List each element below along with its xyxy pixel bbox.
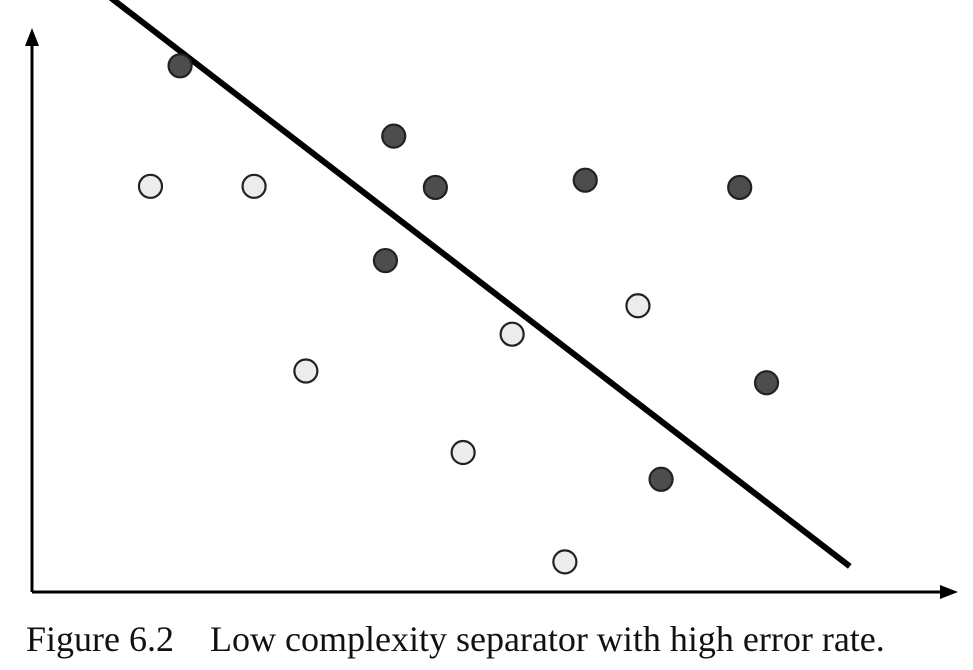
y-axis-arrow	[25, 28, 39, 46]
light-point	[137, 173, 164, 199]
dark-point	[167, 53, 193, 79]
separator-line-layer	[108, 0, 852, 569]
axes	[25, 28, 958, 599]
light-point	[450, 439, 476, 466]
dark-point	[422, 174, 448, 201]
separator-line	[108, 0, 852, 569]
dark-point	[727, 174, 753, 201]
dark-point	[753, 370, 780, 396]
points-layer	[137, 53, 780, 575]
scatter-plot	[25, 0, 958, 599]
dark-point	[572, 167, 598, 193]
light-point	[293, 358, 319, 384]
figure-caption: Figure 6.2 Low complexity separator with…	[26, 614, 885, 664]
light-point	[625, 293, 651, 319]
x-axis-arrow	[940, 585, 958, 599]
dark-point	[372, 247, 399, 274]
light-point	[241, 173, 267, 199]
caption-number: Figure 6.2	[26, 619, 174, 659]
light-point	[552, 549, 578, 575]
light-point	[499, 321, 525, 347]
dark-point	[381, 123, 407, 149]
dark-point	[648, 466, 674, 492]
caption-text: Low complexity separator with high error…	[210, 619, 885, 659]
